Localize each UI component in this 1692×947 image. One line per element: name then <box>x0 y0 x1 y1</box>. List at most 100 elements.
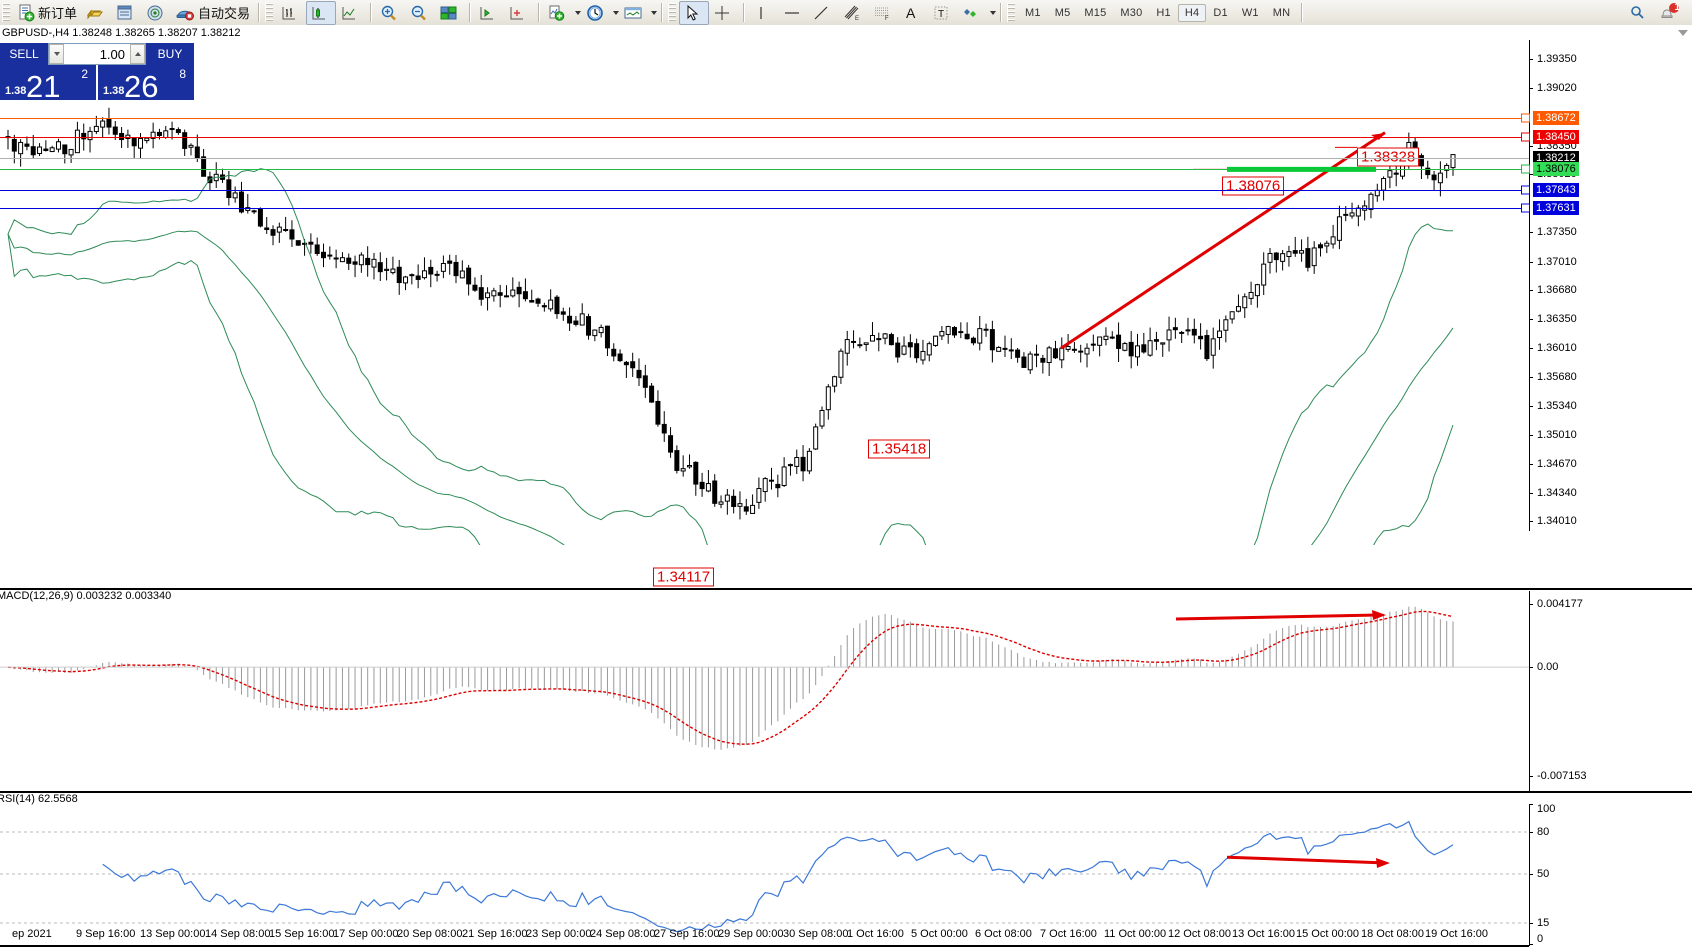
timeframe-m1[interactable]: M1 <box>1025 6 1041 19</box>
annotation-support[interactable]: 1.38076 <box>1222 176 1285 196</box>
new-order-button[interactable]: 新订单 <box>13 1 81 25</box>
periods-dropdown-caret[interactable] <box>613 10 620 15</box>
line-chart-button[interactable] <box>336 1 366 25</box>
tile-windows-button[interactable] <box>435 1 465 25</box>
svg-text:T: T <box>938 9 944 20</box>
data-window-button[interactable] <box>111 1 141 25</box>
toolbar-grip-4[interactable] <box>1007 3 1016 22</box>
time-axis-label: 15 Oct 00:00 <box>1296 928 1359 940</box>
timeframe-mn[interactable]: MN <box>1272 6 1291 19</box>
price-level-label[interactable]: 1.37843 <box>1533 182 1579 197</box>
toolbar-grip-2[interactable] <box>265 3 274 22</box>
channel-button[interactable]: E <box>838 1 868 25</box>
search-button[interactable] <box>1624 1 1654 25</box>
price-level-line[interactable] <box>0 169 1529 171</box>
macd-chart-canvas[interactable] <box>0 591 1529 791</box>
bar-chart-button[interactable] <box>276 1 306 25</box>
periods-button[interactable] <box>581 1 611 25</box>
fibonacci-button[interactable]: F <box>868 1 898 25</box>
price-level-handle[interactable] <box>1521 203 1530 213</box>
autotrading-button[interactable]: 自动交易 <box>171 1 254 25</box>
timeframe-h1[interactable]: H1 <box>1156 6 1171 19</box>
price-level-label[interactable]: 1.38672 <box>1533 110 1579 125</box>
objects-dropdown-caret[interactable] <box>990 10 997 15</box>
buy-price-quote[interactable]: 1.38 26 8 <box>98 65 194 104</box>
timeframe-w1[interactable]: W1 <box>1241 6 1259 19</box>
bar-chart-icon <box>282 6 296 19</box>
price-level-line[interactable] <box>0 207 1529 209</box>
timeframe-d1[interactable]: D1 <box>1213 6 1228 19</box>
templates-dropdown-caret[interactable] <box>651 10 658 15</box>
macd-scale[interactable]: 0.004177 0.00 -0.007153 <box>1529 591 1691 791</box>
price-level-handle[interactable] <box>1521 164 1530 174</box>
price-level-line[interactable] <box>0 189 1529 191</box>
toolbar-grip-3[interactable] <box>668 3 677 22</box>
volume-decrement-button[interactable] <box>49 44 64 64</box>
annotation-low[interactable]: 1.34117 <box>653 567 715 587</box>
templates-button[interactable] <box>619 1 649 25</box>
navigator-button[interactable] <box>141 1 171 25</box>
text-label-button[interactable]: T <box>928 1 958 25</box>
notifications-button[interactable]: 1 <box>1654 1 1684 25</box>
cursor-button[interactable] <box>679 0 710 25</box>
macd-tick <box>1529 667 1533 669</box>
candle-chart-button[interactable] <box>306 0 337 25</box>
rsi-chart-canvas[interactable] <box>0 804 1529 946</box>
trendline-button[interactable] <box>808 1 838 25</box>
market-watch-button[interactable] <box>81 1 111 25</box>
price-tick <box>1529 492 1533 494</box>
rsi-tick-label: 100 <box>1537 803 1556 815</box>
volume-increment-button[interactable] <box>130 44 145 64</box>
time-axis-label: 30 Sep 08:00 <box>783 928 849 940</box>
price-level-line[interactable] <box>0 136 1529 138</box>
crosshair-button[interactable] <box>709 1 739 25</box>
magnifier-minus-icon <box>411 5 426 20</box>
time-axis[interactable]: ep 2021 9 Sep 16:00 13 Sep 00:00 14 Sep 08:… <box>0 924 1529 946</box>
indicators-button[interactable] <box>543 1 573 25</box>
price-chart-canvas[interactable] <box>0 40 1529 545</box>
chart-window[interactable]: GBPUSD-,H4 1.38248 1.38265 1.38207 1.382… <box>0 25 1692 947</box>
annotation-high[interactable]: 1.38328 <box>1357 147 1420 167</box>
rsi-pane-title: RSI(14) 62.5568 <box>0 793 78 805</box>
sell-price-quote[interactable]: 1.38 21 2 <box>0 65 96 102</box>
timeframe-m30[interactable]: M30 <box>1120 6 1143 19</box>
rsi-scale[interactable]: 100 80 50 15 0 <box>1529 803 1691 946</box>
timeframe-m15[interactable]: M15 <box>1084 6 1107 19</box>
chevron-down-icon[interactable] <box>1678 30 1688 36</box>
time-axis-label: 6 Oct 08:00 <box>975 928 1032 940</box>
indicators-dropdown-caret[interactable] <box>575 10 582 15</box>
horizontal-line-button[interactable] <box>778 1 808 25</box>
price-tick-label: 1.39350 <box>1537 53 1577 66</box>
objects-button[interactable] <box>958 1 988 25</box>
price-level-handle[interactable] <box>1521 113 1530 123</box>
toolbar-grip[interactable] <box>2 3 10 22</box>
buy-price-big: 26 <box>124 69 159 104</box>
annotation-mid[interactable]: 1.35418 <box>868 439 931 459</box>
chart-shift-button[interactable] <box>474 1 504 25</box>
vertical-line-button[interactable] <box>748 1 778 25</box>
zoom-in-button[interactable] <box>375 1 405 25</box>
price-level-label[interactable]: 1.38076 <box>1533 162 1579 177</box>
price-level-label[interactable]: 1.38450 <box>1533 129 1579 144</box>
price-level-handle[interactable] <box>1521 132 1530 142</box>
volume-input[interactable]: 1.00 <box>48 43 146 65</box>
bell-badge-icon <box>1661 2 1679 18</box>
time-axis-label: 12 Oct 08:00 <box>1168 928 1231 940</box>
one-click-trading-panel[interactable]: SELL 1.00 BUY 1.38 21 2 <box>0 43 194 104</box>
price-level-label[interactable]: 1.38212 <box>1533 150 1579 165</box>
price-tick <box>1529 290 1533 292</box>
auto-scroll-button[interactable] <box>504 1 534 25</box>
timeframe-m5[interactable]: M5 <box>1054 6 1071 19</box>
price-tick <box>1529 376 1533 378</box>
zoom-out-button[interactable] <box>405 1 435 25</box>
sell-button[interactable]: SELL <box>0 43 48 65</box>
price-level-line[interactable] <box>0 157 1529 159</box>
price-level-line[interactable] <box>0 117 1529 119</box>
price-level-label[interactable]: 1.37631 <box>1533 200 1579 215</box>
price-scale[interactable]: 1.393501.390201.383501.380201.373501.370… <box>1529 40 1691 531</box>
price-level-handle[interactable] <box>1521 185 1530 195</box>
timeframe-h4[interactable]: H4 <box>1177 3 1207 22</box>
text-button[interactable]: A <box>898 1 928 25</box>
toolbar-separator-8 <box>1301 3 1303 22</box>
buy-button[interactable]: BUY <box>146 43 194 65</box>
